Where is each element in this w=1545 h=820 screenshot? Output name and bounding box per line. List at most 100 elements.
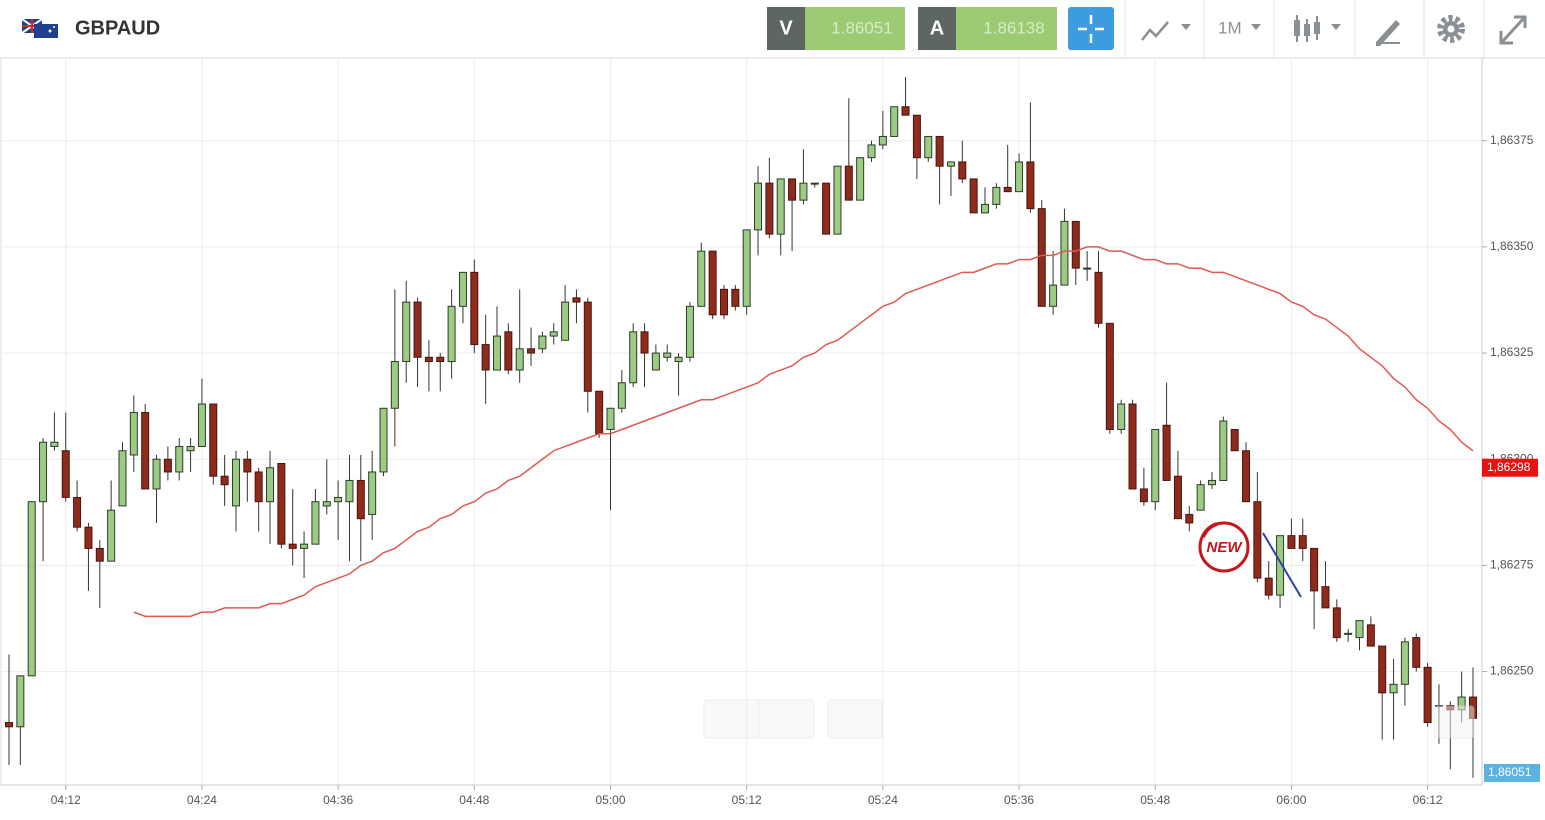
candle-body	[708, 250, 717, 316]
candle-body	[935, 135, 944, 167]
drawn-trendline	[1262, 532, 1302, 598]
candle-body	[697, 250, 706, 307]
last-price-marker	[1482, 458, 1538, 477]
candle-body	[878, 135, 887, 146]
candle-body	[867, 144, 876, 159]
candle-body	[118, 450, 127, 507]
candle-body	[61, 450, 70, 498]
x-tick-label: 05:00	[595, 793, 625, 807]
candle-body	[595, 390, 604, 435]
y-tick-label: 1,86275	[1490, 558, 1534, 572]
candle-body	[50, 441, 59, 447]
candle-body	[1230, 428, 1239, 452]
timeframe-button[interactable]: 1M	[1218, 18, 1261, 37]
fullscreen-button[interactable]	[1499, 15, 1527, 45]
candle-body	[186, 445, 195, 452]
candle-body	[901, 106, 910, 116]
moving-average-line	[133, 246, 1474, 618]
candle-body	[754, 182, 763, 231]
candle-body	[1355, 620, 1364, 639]
candle-body	[209, 403, 218, 477]
candle-body	[5, 722, 13, 728]
x-tick-label: 05:36	[1004, 793, 1034, 807]
x-tick-label: 04:24	[187, 793, 217, 807]
bid-marker	[1484, 764, 1540, 782]
candle-body	[1094, 271, 1103, 324]
candle-body	[742, 229, 751, 307]
candle-body	[515, 348, 524, 371]
candle-body	[1185, 513, 1194, 524]
draw-button[interactable]	[1376, 20, 1400, 46]
candle-body	[1366, 624, 1375, 647]
candle-style-button[interactable]	[1294, 15, 1341, 42]
candle-body	[651, 352, 660, 371]
candle-body	[1151, 428, 1160, 503]
candle-body	[606, 407, 615, 430]
candle-body	[527, 348, 536, 354]
candle-body	[981, 203, 989, 214]
candle-body	[1196, 484, 1205, 511]
x-tick-label: 05:24	[868, 793, 898, 807]
candle-body	[1117, 403, 1126, 430]
bid-label: V	[779, 17, 793, 39]
plot: 1,86298 1,86051	[5, 76, 1540, 782]
candle-body	[946, 161, 955, 167]
x-tick-label: 06:12	[1413, 793, 1443, 807]
y-tick-label: 1,86375	[1490, 133, 1534, 147]
candle-body	[663, 352, 672, 358]
candle-body	[1242, 450, 1251, 503]
candle-body	[1378, 645, 1387, 694]
candle-body	[992, 186, 1001, 205]
candle-body	[300, 543, 309, 549]
x-tick-label: 05:12	[732, 793, 762, 807]
ask-price: 1.86138	[983, 18, 1044, 37]
candle-body	[674, 356, 683, 363]
candle-body	[277, 462, 286, 545]
candle-body	[95, 547, 104, 562]
candle-body	[129, 412, 138, 456]
crosshair-button[interactable]	[1068, 7, 1114, 50]
last-price-label: 1,86298	[1487, 460, 1531, 474]
candle-body	[1276, 535, 1285, 596]
candle-body	[1162, 424, 1171, 481]
candle-body	[368, 471, 377, 515]
chart-type-button[interactable]	[1141, 21, 1191, 41]
candle-body	[1083, 267, 1092, 270]
candle-body	[1105, 322, 1114, 430]
candle-body	[538, 335, 547, 350]
candle-body	[788, 178, 797, 201]
candle-body	[833, 165, 842, 235]
candle-body	[844, 165, 853, 201]
candle-body	[266, 467, 275, 503]
candle-body	[1037, 208, 1046, 307]
x-tick-label: 06:00	[1276, 793, 1306, 807]
x-tick-label: 04:48	[459, 793, 489, 807]
y-tick-label: 1,86350	[1490, 239, 1534, 253]
candle-body	[776, 178, 785, 235]
candle-body	[1139, 488, 1148, 503]
candle-body	[39, 441, 48, 503]
candle-body	[1173, 475, 1182, 520]
candle-body	[379, 407, 388, 473]
timeframe: 1M	[1218, 18, 1242, 37]
candle-body	[504, 331, 513, 371]
candle-body	[1060, 220, 1069, 286]
new-badge: NEW	[1196, 521, 1250, 573]
candle-body	[152, 458, 161, 490]
candle-body	[924, 135, 933, 159]
candle-body	[1264, 577, 1273, 596]
settings-button[interactable]	[1437, 15, 1465, 43]
candle-body	[629, 331, 638, 384]
ask-button[interactable]: A 1.86138	[918, 7, 1057, 50]
candle-body	[731, 288, 740, 307]
candle-body	[334, 496, 343, 503]
x-tick-label: 05:48	[1140, 793, 1170, 807]
candle-body	[107, 509, 116, 562]
candle-body	[243, 458, 252, 473]
candle-body	[458, 271, 467, 307]
ask-price-bg	[956, 7, 1057, 50]
badge-text: NEW	[1207, 539, 1244, 556]
bid-button[interactable]: V 1.86051	[767, 7, 905, 50]
candle-body	[1026, 161, 1035, 210]
